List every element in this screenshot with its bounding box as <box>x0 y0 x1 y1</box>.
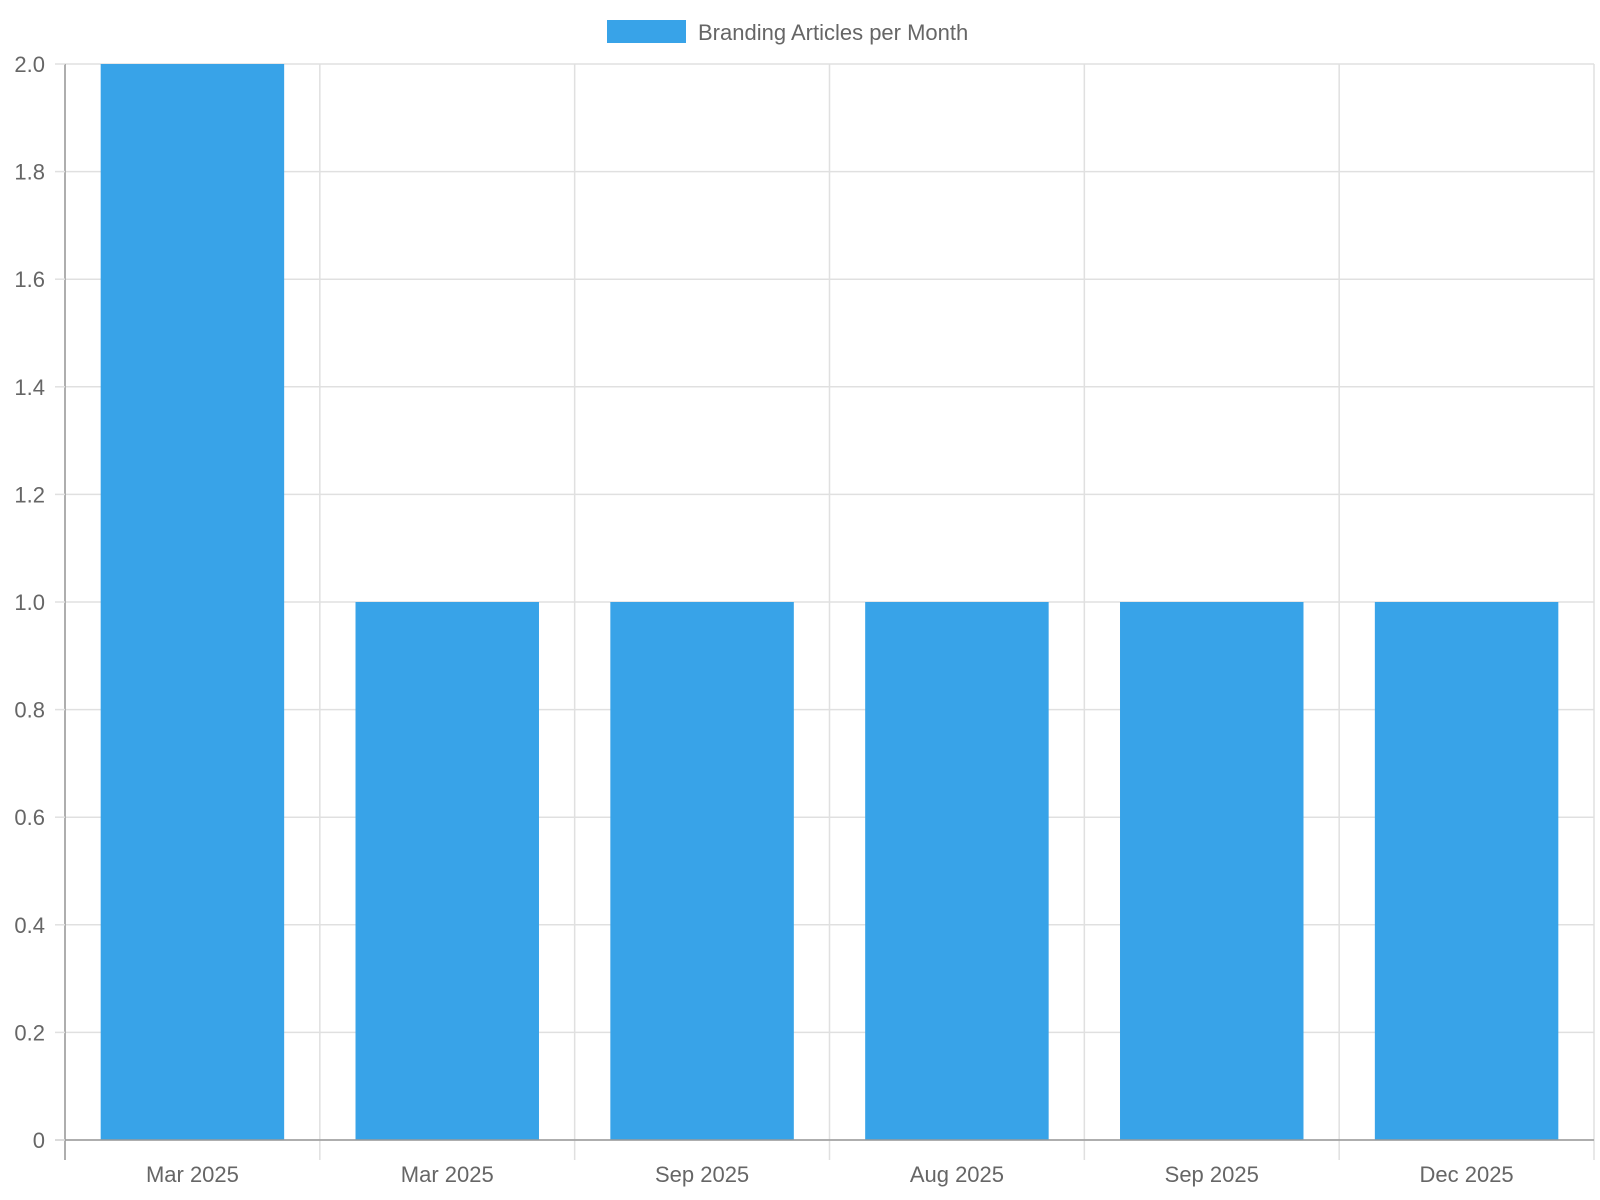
y-tick-label: 2.0 <box>14 52 45 77</box>
legend-label: Branding Articles per Month <box>698 20 968 45</box>
y-tick-label: 1.6 <box>14 267 45 292</box>
x-axis-ticks: Mar 2025 Mar 2025 Sep 2025 Aug 2025 Sep 2025… <box>146 1162 1514 1187</box>
grid-lines <box>64 63 1595 1160</box>
bar[interactable] <box>865 602 1049 1140</box>
bar[interactable] <box>610 602 794 1140</box>
y-tick-label: 1.0 <box>14 590 45 615</box>
bar[interactable] <box>1374 602 1559 1140</box>
x-tick-label: Dec 2025 <box>1419 1162 1513 1187</box>
bars <box>100 64 1559 1140</box>
y-tick-label: 1.8 <box>14 160 45 185</box>
y-tick-label: 0.8 <box>14 698 45 723</box>
x-tick-label: Aug 2025 <box>910 1162 1004 1187</box>
axes <box>55 64 1594 1160</box>
x-tick-label: Mar 2025 <box>401 1162 494 1187</box>
x-tick-label: Sep 2025 <box>655 1162 749 1187</box>
y-tick-label: 1.2 <box>14 482 45 507</box>
y-tick-label: 1.4 <box>14 375 45 400</box>
y-tick-label: 0.2 <box>14 1020 45 1045</box>
bar[interactable] <box>100 64 285 1140</box>
legend[interactable]: Branding Articles per Month <box>607 20 968 45</box>
y-tick-label: 0.6 <box>14 805 45 830</box>
x-tick-label: Sep 2025 <box>1165 1162 1259 1187</box>
bar[interactable] <box>1120 602 1304 1140</box>
bar[interactable] <box>355 602 539 1140</box>
y-tick-label: 0 <box>33 1128 45 1153</box>
y-tick-label: 0.4 <box>14 913 45 938</box>
legend-swatch <box>607 20 686 43</box>
y-axis-ticks: 0 0.2 0.4 0.6 0.8 1.0 1.2 1.4 1.6 1.8 2.0 <box>14 52 65 1153</box>
x-tick-label: Mar 2025 <box>146 1162 239 1187</box>
